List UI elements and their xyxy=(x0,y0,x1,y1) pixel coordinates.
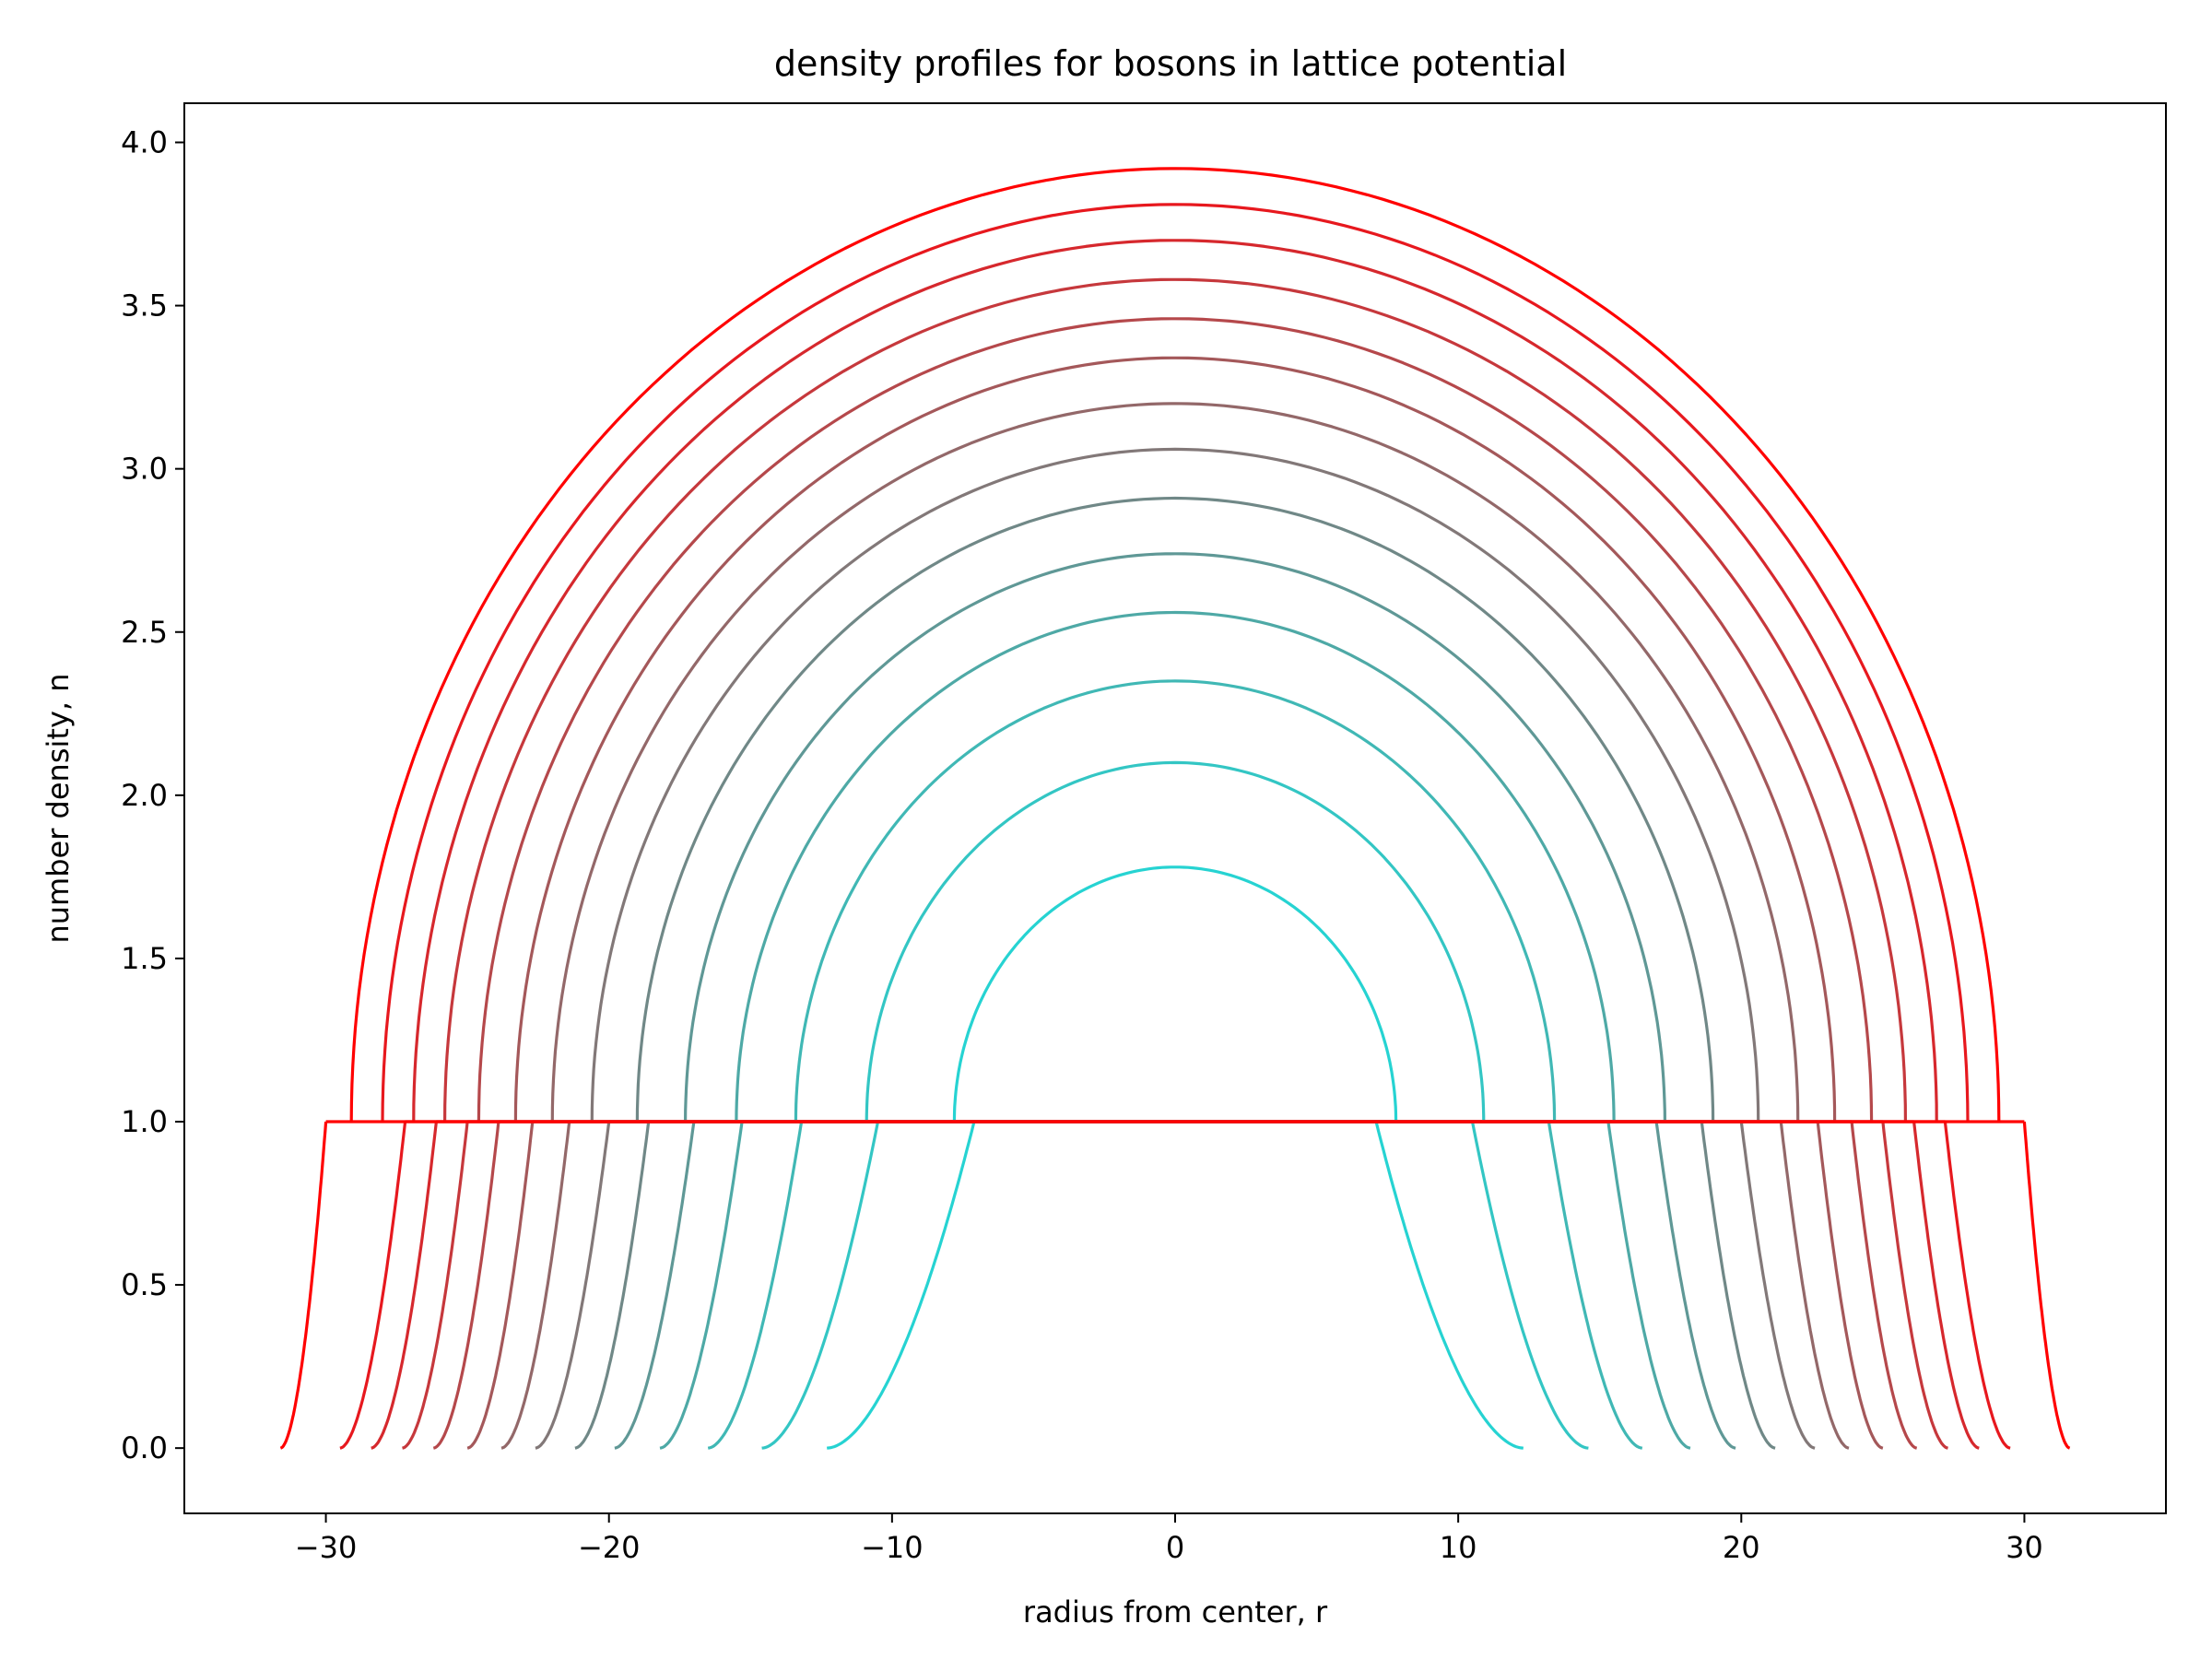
y-tick-label: 1.5 xyxy=(121,941,168,976)
density-curve-dome xyxy=(735,610,1616,1123)
density-curve-dome xyxy=(443,277,1907,1123)
y-tick-label: 0.0 xyxy=(121,1430,168,1465)
y-tick-label: 4.0 xyxy=(121,125,168,160)
density-curve-tail xyxy=(1779,1121,1850,1450)
density-curve-tail xyxy=(827,1121,976,1450)
density-curve-tail xyxy=(2022,1121,2071,1450)
density-curve-dome xyxy=(513,356,1837,1123)
density-curve-tail xyxy=(1700,1121,1776,1450)
x-tick-label: −20 xyxy=(578,1530,641,1565)
y-tick-label: 0.5 xyxy=(121,1267,168,1302)
density-curve-dome xyxy=(684,552,1666,1123)
density-curve-tail xyxy=(1654,1121,1736,1450)
chart-title: density profiles for bosons in lattice p… xyxy=(774,43,1567,84)
density-curve-tail xyxy=(1547,1121,1643,1450)
density-curve-tail xyxy=(339,1121,407,1450)
density-curve-tail xyxy=(1470,1121,1589,1450)
density-curve-tail xyxy=(371,1121,438,1450)
y-tick-label: 3.5 xyxy=(121,288,168,324)
density-curve-tail xyxy=(1739,1121,1816,1450)
density-curve-tail xyxy=(1943,1121,2011,1450)
density-curve-dome xyxy=(590,447,1760,1123)
density-curve-tail xyxy=(1606,1121,1691,1450)
plot-lines xyxy=(279,167,2071,1450)
density-curve-tail xyxy=(1816,1121,1884,1450)
density-curve-dome xyxy=(381,203,1970,1123)
density-curve-dome xyxy=(635,496,1715,1123)
y-tick-label: 2.5 xyxy=(121,615,168,650)
x-tick-label: 20 xyxy=(1723,1530,1760,1565)
x-tick-label: 0 xyxy=(1166,1530,1184,1565)
density-curve-dome xyxy=(550,402,1800,1123)
y-axis: 0.0 0.5 1.0 1.5 2.0 2.5 3.0 3.5 4.0 xyxy=(121,125,184,1465)
density-curve-tail xyxy=(466,1121,535,1450)
x-tick-label: −10 xyxy=(861,1530,924,1565)
density-curve-tail xyxy=(500,1121,571,1450)
density-curve-tail xyxy=(279,1121,328,1450)
density-curve-tail xyxy=(1881,1121,1948,1450)
y-tick-label: 1.0 xyxy=(121,1104,168,1139)
density-curve-tail xyxy=(1374,1121,1524,1450)
x-axis: −30 −20 −10 0 10 20 30 xyxy=(295,1513,2043,1565)
y-tick-label: 3.0 xyxy=(121,452,168,487)
density-curve-tail xyxy=(761,1121,880,1450)
x-tick-label: 10 xyxy=(1440,1530,1477,1565)
density-curve-tail xyxy=(659,1121,744,1450)
density-curve-tail xyxy=(1850,1121,1918,1450)
density-curve-tail xyxy=(574,1121,651,1450)
density-curve-dome xyxy=(477,317,1874,1123)
density-curve-dome xyxy=(952,865,1398,1123)
density-curve-dome xyxy=(349,167,2001,1123)
density-curve-tail xyxy=(707,1121,804,1450)
density-curve-dome xyxy=(794,679,1557,1123)
x-axis-label: radius from center, r xyxy=(1023,1594,1328,1630)
density-curve-tail xyxy=(1912,1121,1980,1450)
density-curve-dome xyxy=(865,760,1486,1123)
density-curve-dome xyxy=(412,239,1938,1123)
density-curve-tail xyxy=(614,1121,696,1450)
y-axis-label: number density, n xyxy=(41,673,76,943)
y-tick-label: 2.0 xyxy=(121,778,168,813)
x-tick-label: 30 xyxy=(2006,1530,2043,1565)
density-curve-tail xyxy=(402,1121,469,1450)
density-curve-tail xyxy=(432,1121,500,1450)
x-tick-label: −30 xyxy=(295,1530,358,1565)
density-curve-tail xyxy=(535,1121,611,1450)
